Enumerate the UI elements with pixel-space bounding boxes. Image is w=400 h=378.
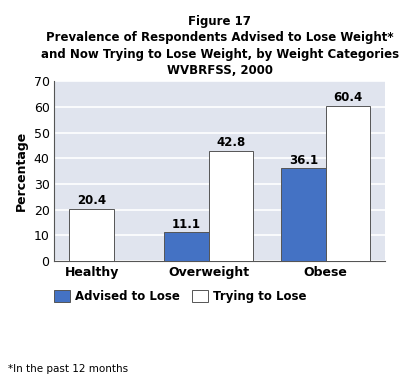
Bar	[164, 232, 208, 261]
Legend: Advised to Lose, Trying to Lose: Advised to Lose, Trying to Lose	[54, 290, 306, 303]
Bar	[326, 106, 370, 261]
Bar	[281, 168, 326, 261]
Y-axis label: Percentage: Percentage	[15, 131, 28, 211]
Title: Figure 17
Prevalence of Respondents Advised to Lose Weight*
and Now Trying to Lo: Figure 17 Prevalence of Respondents Advi…	[41, 15, 399, 77]
Text: 11.1: 11.1	[172, 218, 201, 231]
Text: 36.1: 36.1	[289, 153, 318, 167]
Text: 60.4: 60.4	[333, 91, 362, 104]
Text: 20.4: 20.4	[77, 194, 106, 207]
Text: 42.8: 42.8	[216, 136, 246, 149]
Bar	[70, 209, 114, 261]
Bar	[208, 151, 253, 261]
Text: *In the past 12 months: *In the past 12 months	[8, 364, 128, 374]
